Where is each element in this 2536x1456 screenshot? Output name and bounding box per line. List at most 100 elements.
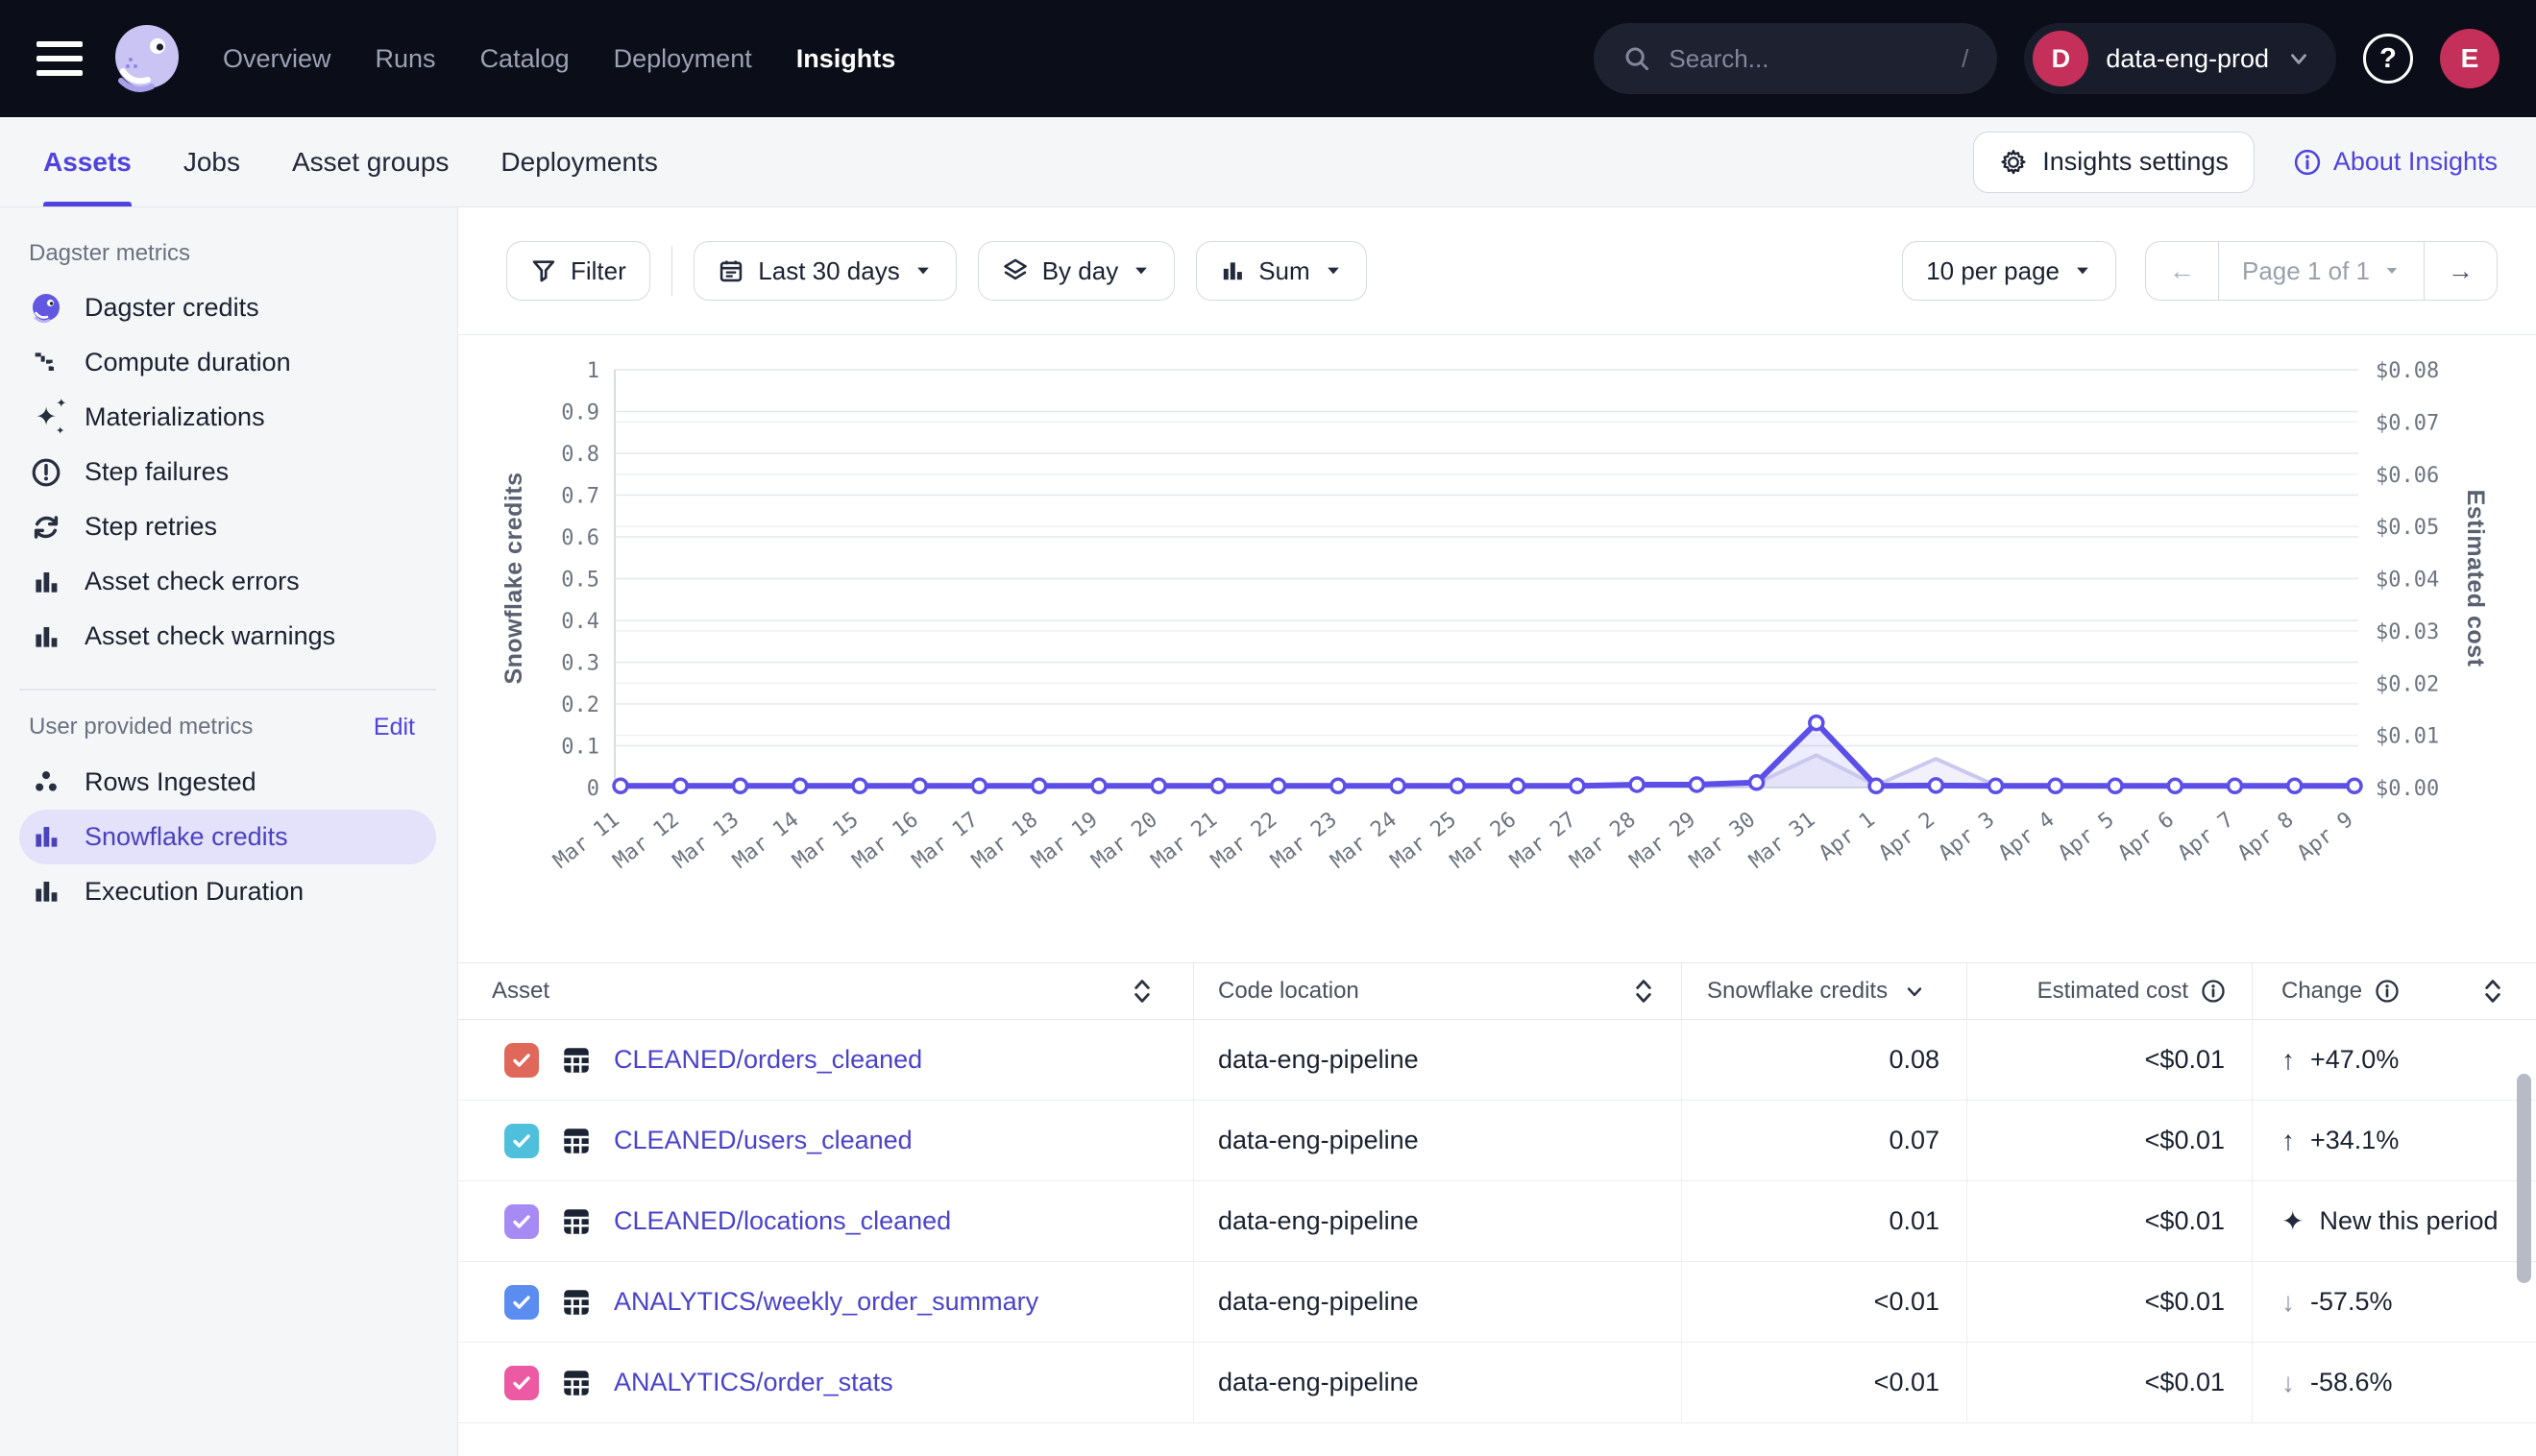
svg-text:Mar 15: Mar 15 (789, 808, 864, 874)
change-cell: ↑ +34.1% (2252, 1101, 2536, 1180)
search-input[interactable]: Search... / (1594, 23, 1997, 94)
change-direction-icon: ↑ (2281, 1128, 2295, 1154)
row-checkbox[interactable] (504, 1204, 539, 1239)
svg-text:0.4: 0.4 (561, 610, 599, 634)
dagster-logo-icon[interactable] (110, 21, 184, 96)
column-header-asset: Asset (492, 978, 549, 1005)
bar-chart-icon (1220, 258, 1245, 283)
metrics-chart: 00.10.20.30.40.50.60.70.80.91$0.00$0.01$… (458, 341, 2536, 963)
nav-overview[interactable]: Overview (223, 44, 331, 74)
change-cell: ✦ New this period (2252, 1181, 2536, 1261)
insights-sub-nav: Assets Jobs Asset groups Deployments Ins… (0, 117, 2536, 207)
info-icon[interactable] (2374, 978, 2401, 1005)
page-indicator[interactable]: Page 1 of 1 (2218, 242, 2424, 300)
sidebar-item-asset-check-warnings[interactable]: Asset check warnings (0, 609, 457, 664)
svg-text:Mar 19: Mar 19 (1028, 808, 1103, 874)
hamburger-menu-icon[interactable] (37, 41, 83, 76)
row-checkbox[interactable] (504, 1366, 539, 1400)
estimated-cost-cell: <$0.01 (1966, 1262, 2252, 1342)
bar-chart-icon (29, 819, 63, 854)
row-checkbox[interactable] (504, 1285, 539, 1320)
compute-duration-icon (29, 346, 63, 380)
per-page-dropdown[interactable]: 10 per page (1902, 241, 2116, 301)
workspace-name: data-eng-prod (2106, 44, 2269, 74)
sidebar-item-step-retries[interactable]: Step retries (0, 499, 457, 554)
sort-icon[interactable] (1631, 977, 1656, 1006)
about-insights-link[interactable]: About Insights (2293, 147, 2498, 177)
prev-page-button[interactable]: ← (2146, 242, 2218, 300)
table-asset-icon (560, 1125, 593, 1157)
column-header-snowflake-credits: Snowflake credits (1707, 978, 1888, 1005)
sort-icon[interactable] (1130, 977, 1155, 1006)
tab-assets[interactable]: Assets (43, 117, 132, 206)
sidebar-item-rows-ingested[interactable]: Rows Ingested (0, 755, 457, 810)
info-icon (2293, 148, 2322, 177)
sidebar-item-snowflake-credits[interactable]: Snowflake credits (19, 810, 436, 864)
help-icon[interactable]: ? (2363, 34, 2413, 84)
table-asset-icon (560, 1286, 593, 1319)
svg-text:Mar 18: Mar 18 (967, 808, 1042, 874)
change-direction-icon: ↑ (2281, 1047, 2295, 1074)
dagster-metrics-heading: Dagster metrics (29, 240, 190, 267)
sorted-desc-icon[interactable] (1903, 980, 1926, 1003)
nav-deployment[interactable]: Deployment (614, 44, 752, 74)
table-asset-icon (560, 1044, 593, 1077)
sidebar-item-compute-duration[interactable]: Compute duration (0, 335, 457, 390)
snowflake-credits-cell: 0.08 (1681, 1020, 1966, 1100)
svg-text:Apr 1: Apr 1 (1815, 808, 1880, 865)
estimated-cost-cell: <$0.01 (1966, 1020, 2252, 1100)
svg-text:Mar 26: Mar 26 (1446, 808, 1521, 874)
svg-text:$0.05: $0.05 (2376, 516, 2439, 540)
svg-text:Estimated cost: Estimated cost (2462, 490, 2489, 667)
sidebar-item-execution-duration[interactable]: Execution Duration (0, 864, 457, 919)
aggregation-dropdown[interactable]: Sum (1196, 241, 1366, 301)
code-location-cell: data-eng-pipeline (1193, 1101, 1681, 1180)
asset-link[interactable]: ANALYTICS/order_stats (614, 1368, 893, 1397)
user-avatar[interactable]: E (2440, 29, 2499, 88)
svg-text:Mar 13: Mar 13 (669, 808, 744, 874)
svg-text:Mar 27: Mar 27 (1506, 808, 1581, 874)
sidebar-item-step-failures[interactable]: Step failures (0, 445, 457, 499)
step-failures-icon (29, 455, 63, 490)
tab-deployments[interactable]: Deployments (500, 117, 657, 206)
calendar-icon (718, 257, 744, 284)
filter-button[interactable]: Filter (506, 241, 650, 301)
info-icon[interactable] (2200, 978, 2227, 1005)
tab-jobs[interactable]: Jobs (183, 117, 240, 206)
estimated-cost-cell: <$0.01 (1966, 1343, 2252, 1422)
sidebar-item-dagster-credits[interactable]: Dagster credits (0, 280, 457, 335)
sidebar-item-materializations[interactable]: ✦✦✦ Materializations (0, 390, 457, 445)
table-row: CLEANED/users_cleaned data-eng-pipeline … (458, 1101, 2536, 1181)
next-page-button[interactable]: → (2424, 242, 2497, 300)
svg-text:Apr 6: Apr 6 (2113, 808, 2179, 865)
asset-link[interactable]: CLEANED/locations_cleaned (614, 1206, 951, 1236)
row-checkbox[interactable] (504, 1124, 539, 1158)
page-scrollbar[interactable] (2517, 1074, 2531, 1283)
nav-runs[interactable]: Runs (376, 44, 436, 74)
snowflake-credits-cell: 0.07 (1681, 1101, 1966, 1180)
sort-icon[interactable] (2480, 977, 2505, 1006)
svg-text:Apr 5: Apr 5 (2054, 808, 2119, 865)
chart-toolbar: Filter Last 30 days (458, 207, 2536, 335)
row-checkbox[interactable] (504, 1043, 539, 1078)
change-value: New this period (2319, 1205, 2498, 1238)
svg-text:Apr 2: Apr 2 (1874, 808, 1939, 865)
nav-catalog[interactable]: Catalog (480, 44, 570, 74)
date-range-dropdown[interactable]: Last 30 days (694, 241, 956, 301)
asset-link[interactable]: ANALYTICS/weekly_order_summary (614, 1287, 1038, 1317)
granularity-dropdown[interactable]: By day (978, 241, 1176, 301)
code-location-cell: data-eng-pipeline (1193, 1343, 1681, 1422)
sidebar-item-asset-check-errors[interactable]: Asset check errors (0, 554, 457, 609)
nav-insights[interactable]: Insights (796, 44, 896, 74)
workspace-switcher[interactable]: D data-eng-prod (2024, 23, 2336, 94)
svg-text:Apr 8: Apr 8 (2233, 808, 2299, 865)
svg-text:Mar 30: Mar 30 (1685, 808, 1760, 874)
asset-link[interactable]: CLEANED/orders_cleaned (614, 1045, 922, 1075)
pagination: ← Page 1 of 1 → (2145, 241, 2498, 301)
table-row: CLEANED/locations_cleaned data-eng-pipel… (458, 1181, 2536, 1262)
insights-settings-button[interactable]: Insights settings (1973, 132, 2255, 193)
svg-text:0.9: 0.9 (561, 401, 599, 425)
edit-metrics-link[interactable]: Edit (374, 714, 415, 741)
tab-asset-groups[interactable]: Asset groups (292, 117, 449, 206)
asset-link[interactable]: CLEANED/users_cleaned (614, 1126, 913, 1155)
